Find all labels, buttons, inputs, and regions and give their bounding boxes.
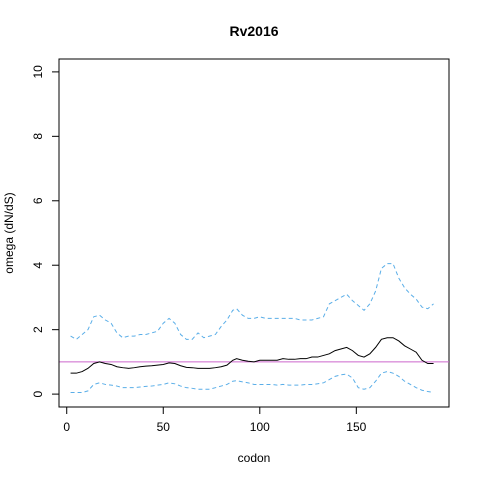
y-axis-label: omega (dN/dS) (2, 192, 16, 273)
x-tick-label: 50 (157, 420, 171, 434)
series-line-estimate (70, 337, 434, 374)
x-tick-label: 0 (63, 420, 70, 434)
x-axis: 0 50 100 150 (63, 406, 367, 434)
series-line-lower-bound (70, 371, 434, 393)
y-tick-label: 6 (31, 197, 45, 204)
y-tick-label: 8 (31, 133, 45, 140)
series-line-upper-bound (70, 263, 434, 340)
x-tick-label: 100 (250, 420, 270, 434)
y-tick-label: 10 (31, 65, 45, 79)
chart-title: Rv2016 (229, 23, 278, 39)
y-tick-label: 4 (31, 262, 45, 269)
x-axis-label: codon (238, 451, 271, 465)
plot-frame (58, 58, 450, 408)
y-axis: 0 2 4 6 8 10 (31, 65, 60, 397)
y-tick-label: 0 (31, 390, 45, 397)
y-tick-label: 2 (31, 326, 45, 333)
x-tick-label: 150 (346, 420, 366, 434)
